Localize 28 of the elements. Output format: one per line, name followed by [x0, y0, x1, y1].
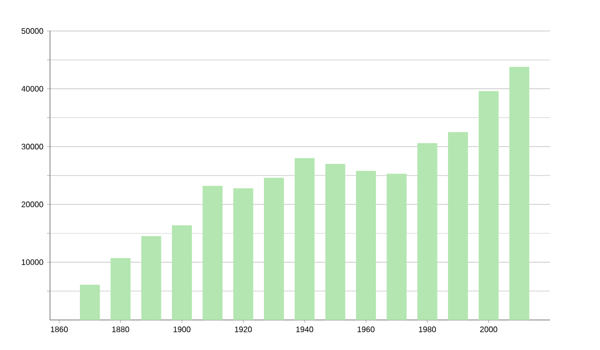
- x-tick-label: 1980: [419, 326, 436, 332]
- bar: [172, 225, 192, 320]
- y-tick-label: 40000: [21, 86, 44, 92]
- x-tick-label: 1960: [358, 326, 375, 332]
- bar: [233, 188, 254, 320]
- x-tick-label: 1900: [174, 326, 190, 332]
- y-tick-label: 50000: [22, 28, 44, 34]
- bar: [509, 66, 530, 320]
- bar: [141, 236, 162, 320]
- x-tick-label: 1920: [234, 326, 252, 332]
- x-tick-label: 1880: [112, 326, 130, 332]
- bar: [202, 186, 223, 320]
- bar: [478, 91, 499, 320]
- y-tick-label: 10000: [22, 259, 44, 266]
- bar: [325, 164, 346, 320]
- y-tick-label: 20000: [22, 202, 44, 208]
- bar: [417, 143, 438, 320]
- bar: [110, 258, 131, 320]
- x-tick-label: 1860: [50, 326, 68, 332]
- x-tick-label: 1940: [296, 326, 314, 332]
- bar: [356, 170, 376, 320]
- y-tick-label: 30000: [22, 144, 44, 150]
- bar: [294, 158, 315, 320]
- bar: [80, 284, 100, 320]
- x-tick-label: 2000: [480, 326, 498, 332]
- bar: [448, 132, 468, 320]
- bar: [386, 174, 407, 320]
- bar: [264, 178, 284, 320]
